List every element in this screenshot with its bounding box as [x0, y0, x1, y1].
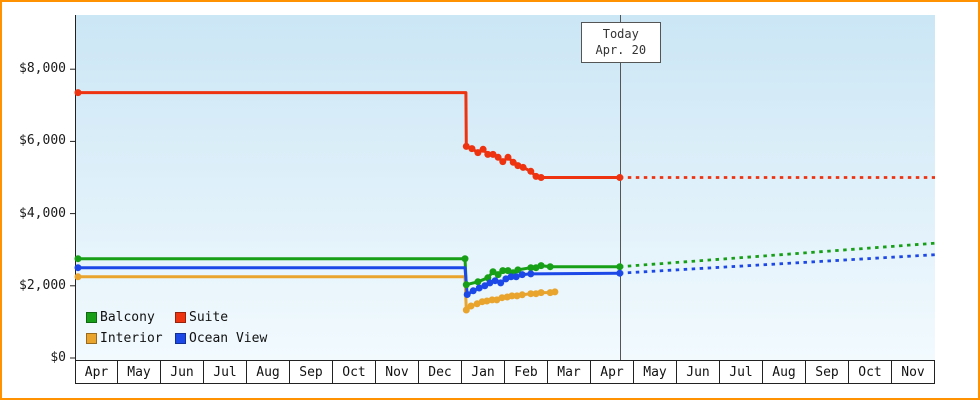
x-tick-label-3-jul: Jul — [204, 360, 247, 384]
x-tick-label-6-oct: Oct — [333, 360, 376, 384]
x-tick-label-13-may: May — [634, 360, 677, 384]
legend-item-interior: Interior — [86, 331, 175, 346]
x-tick-label-14-jun: Jun — [677, 360, 720, 384]
legend-item-suite: Suite — [175, 310, 267, 325]
data-point — [484, 150, 492, 158]
x-tick-label-10-feb: Feb — [505, 360, 548, 384]
data-point — [527, 270, 535, 278]
data-point — [462, 281, 470, 289]
data-point — [537, 289, 545, 297]
data-point — [518, 291, 526, 299]
data-point — [537, 174, 545, 181]
data-point — [489, 268, 497, 276]
data-point — [518, 271, 526, 279]
data-point — [74, 89, 82, 97]
x-tick-label-11-mar: Mar — [548, 360, 591, 384]
x-tick-label-17-sep: Sep — [806, 360, 849, 384]
legend-label-ocean-view: Ocean View — [189, 331, 268, 346]
legend-swatch-suite — [175, 312, 186, 323]
today-date: Apr. 20 — [595, 43, 647, 57]
y-tick-label: $0 — [50, 350, 66, 365]
data-point — [508, 292, 516, 300]
x-tick-label-1-may: May — [118, 360, 161, 384]
data-point — [512, 273, 520, 281]
data-point — [499, 267, 507, 275]
legend-swatch-interior — [86, 333, 97, 344]
plot-area — [75, 15, 935, 360]
x-tick-label-19-nov: Nov — [892, 360, 935, 384]
x-tick-label-8-dec: Dec — [419, 360, 462, 384]
legend-swatch-balcony — [86, 312, 97, 323]
legend-label-interior: Interior — [100, 331, 163, 346]
today-label: Today — [602, 27, 639, 41]
x-tick-label-0-apr: Apr — [75, 360, 118, 384]
legend-label-suite: Suite — [189, 310, 229, 325]
data-point — [74, 264, 82, 272]
data-point — [497, 279, 505, 287]
data-point — [491, 277, 499, 285]
data-point — [463, 291, 471, 298]
x-tick-label-5-sep: Sep — [290, 360, 333, 384]
data-point — [462, 142, 470, 150]
data-point — [551, 288, 559, 296]
data-point — [479, 145, 487, 153]
data-point — [527, 264, 535, 272]
data-point — [467, 302, 475, 310]
data-point — [546, 263, 554, 271]
data-point — [474, 278, 482, 286]
data-point — [483, 297, 491, 305]
x-tick-label-12-apr: Apr — [591, 360, 634, 384]
data-point — [519, 163, 527, 171]
data-point — [74, 273, 82, 281]
y-tick-label: $6,000 — [19, 133, 66, 149]
data-point — [504, 153, 512, 161]
data-point — [527, 167, 535, 175]
data-point — [616, 263, 624, 271]
x-tick-label-7-nov: Nov — [376, 360, 419, 384]
data-point — [494, 271, 502, 279]
data-point — [461, 255, 469, 263]
legend: Balcony Suite Interior Ocean View — [86, 310, 267, 346]
data-point — [616, 174, 624, 181]
legend-swatch-ocean-view — [175, 333, 186, 344]
data-point — [616, 269, 624, 277]
x-tick-label-9-jan: Jan — [462, 360, 505, 384]
data-point — [499, 158, 507, 166]
data-point — [468, 145, 476, 153]
data-point — [469, 287, 477, 295]
data-point — [494, 153, 502, 161]
legend-item-ocean-view: Ocean View — [175, 331, 267, 346]
legend-item-balcony: Balcony — [86, 310, 175, 325]
x-tick-label-15-jul: Jul — [720, 360, 763, 384]
data-point — [475, 284, 483, 292]
data-point — [507, 273, 515, 281]
x-tick-label-18-oct: Oct — [849, 360, 892, 384]
x-tick-label-4-aug: Aug — [247, 360, 290, 384]
x-tick-label-16-aug: Aug — [763, 360, 806, 384]
y-tick-label: $2,000 — [19, 277, 66, 293]
data-point — [513, 292, 521, 300]
data-point — [462, 306, 470, 314]
data-point — [474, 149, 482, 157]
legend-label-balcony: Balcony — [100, 310, 155, 325]
x-axis-month-row: Apr May Jun Jul Aug Sep Oct Nov Dec Jan Feb Mar Apr M… — [75, 360, 935, 384]
today-flag: Today Apr. 20 — [580, 22, 661, 63]
data-point — [527, 290, 535, 298]
y-tick-label: $4,000 — [19, 205, 66, 221]
data-point — [481, 282, 489, 290]
data-point — [514, 266, 522, 274]
x-tick-label-2-jun: Jun — [161, 360, 204, 384]
y-tick-label: $8,000 — [19, 61, 66, 77]
data-point — [489, 150, 497, 158]
data-point — [537, 262, 545, 270]
data-point — [74, 255, 82, 263]
data-point — [498, 294, 506, 302]
